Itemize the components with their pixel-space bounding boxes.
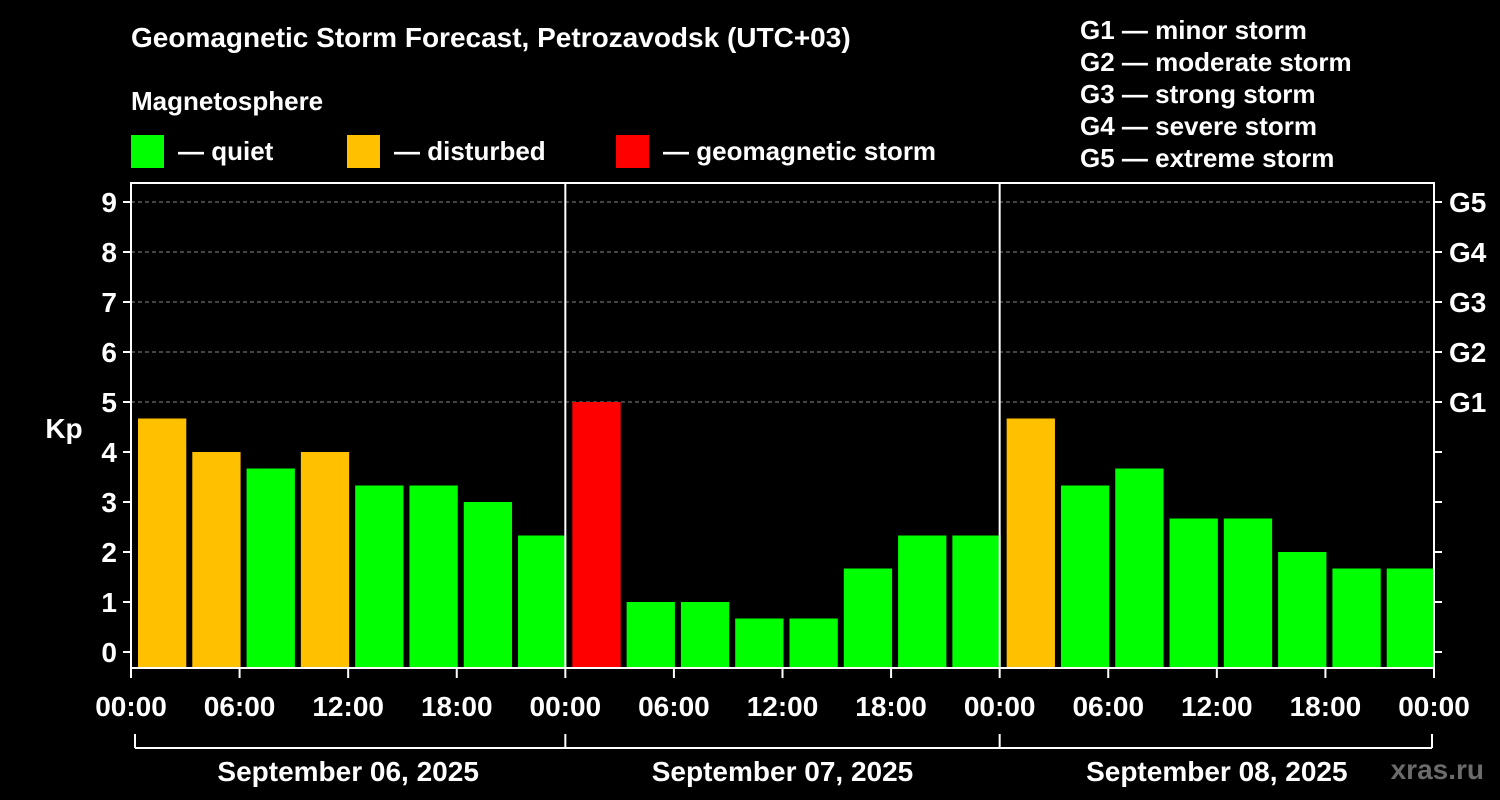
- kp-bar: [192, 452, 241, 668]
- y-tick-label: 0: [101, 637, 117, 668]
- kp-bar: [463, 502, 513, 668]
- y-tick-label: 5: [101, 387, 117, 418]
- legend-label-quiet: — quiet: [178, 135, 274, 166]
- kp-bar: [1278, 552, 1327, 668]
- x-tick-label: 06:00: [638, 691, 710, 722]
- kp-bar: [1386, 568, 1435, 668]
- y-tick-label: 6: [101, 337, 117, 368]
- kp-bar: [735, 618, 784, 668]
- kp-bar: [1169, 518, 1218, 668]
- g-legend-g3: G3 — strong storm: [1080, 79, 1316, 109]
- kp-bar: [409, 485, 458, 668]
- x-tick-label: 18:00: [421, 691, 493, 722]
- kp-bar: [355, 485, 404, 668]
- x-tick-label: 12:00: [312, 691, 384, 722]
- x-tick-label: 06:00: [204, 691, 276, 722]
- g-legend-g5: G5 — extreme storm: [1080, 143, 1335, 173]
- kp-bar: [138, 418, 187, 668]
- day-label: September 06, 2025: [217, 756, 479, 787]
- g-level-label: G3: [1449, 287, 1486, 318]
- g-scale-legend: G1 — minor storm G2 — moderate storm G3 …: [1080, 14, 1352, 174]
- day-label: September 08, 2025: [1086, 756, 1348, 787]
- y-tick-label: 7: [101, 287, 117, 318]
- y-tick-label: 3: [101, 487, 117, 518]
- legend-quiet: — quiet: [131, 134, 273, 168]
- kp-bar: [300, 452, 350, 668]
- x-tick-label: 06:00: [1072, 691, 1144, 722]
- day-label: September 07, 2025: [652, 756, 914, 787]
- kp-bar: [246, 468, 295, 668]
- legend-disturbed: — disturbed: [347, 134, 546, 168]
- x-tick-label: 12:00: [747, 691, 819, 722]
- legend-label-storm: — geomagnetic storm: [663, 135, 937, 166]
- magnetosphere-heading: Magnetosphere: [131, 86, 324, 116]
- kp-bar: [843, 568, 893, 668]
- g-level-label: G1: [1449, 387, 1486, 418]
- kp-bar: [1115, 468, 1164, 668]
- kp-bar: [1223, 518, 1273, 668]
- g-legend-g4: G4 — severe storm: [1080, 111, 1318, 141]
- y-axis-label: Kp: [45, 413, 82, 444]
- legend-storm: — geomagnetic storm: [616, 134, 936, 168]
- kp-bar: [680, 602, 730, 668]
- kp-bar: [518, 535, 567, 668]
- legend-swatch-storm: [616, 134, 649, 168]
- y-tick-label: 4: [101, 437, 117, 468]
- legend-label-disturbed: — disturbed: [394, 135, 546, 166]
- y-tick-label: 1: [101, 587, 117, 618]
- kp-bar: [789, 618, 838, 668]
- kp-bar: [1332, 568, 1381, 668]
- x-tick-label: 12:00: [1181, 691, 1253, 722]
- x-tick-label: 00:00: [95, 691, 167, 722]
- kp-bar: [952, 535, 1001, 668]
- x-tick-label: 00:00: [964, 691, 1036, 722]
- g-level-label: G4: [1449, 237, 1487, 268]
- g-legend-g2: G2 — moderate storm: [1080, 47, 1352, 77]
- kp-bar: [1060, 485, 1110, 668]
- watermark: xras.ru: [1390, 754, 1484, 785]
- y-tick-label: 9: [101, 187, 117, 218]
- y-tick-label: 2: [101, 537, 117, 568]
- legend-swatch-disturbed: [347, 134, 380, 168]
- x-tick-label: 18:00: [1290, 691, 1362, 722]
- kp-bar: [626, 602, 675, 668]
- g-level-label: G5: [1449, 187, 1486, 218]
- kp-bar: [898, 535, 947, 668]
- kp-bar: [1006, 418, 1055, 668]
- x-tick-label: 00:00: [530, 691, 602, 722]
- g-level-label: G2: [1449, 337, 1486, 368]
- chart-title: Geomagnetic Storm Forecast, Petrozavodsk…: [131, 22, 851, 53]
- g-legend-g1: G1 — minor storm: [1080, 15, 1307, 45]
- kp-bar: [572, 402, 621, 668]
- x-tick-label: 18:00: [855, 691, 927, 722]
- y-tick-label: 8: [101, 237, 117, 268]
- x-tick-label: 00:00: [1398, 691, 1470, 722]
- legend-swatch-quiet: [131, 134, 164, 168]
